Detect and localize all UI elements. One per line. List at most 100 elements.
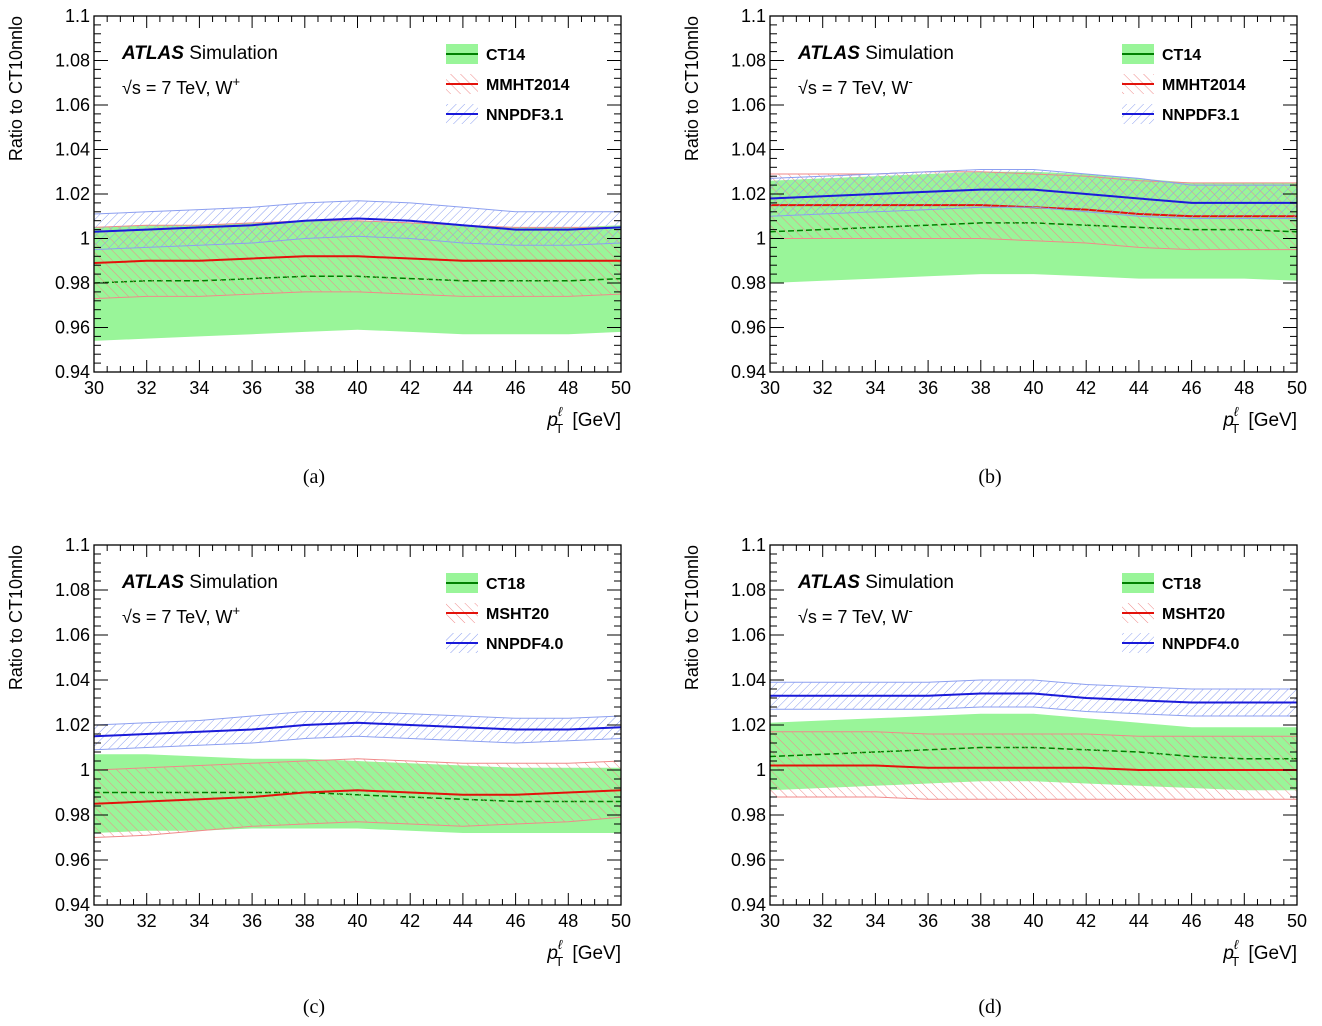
y-axis-label: Ratio to CT10nnlo <box>6 545 26 690</box>
band-edge-lower-msht20 <box>94 816 621 838</box>
y-tick-label: 0.96 <box>55 318 90 338</box>
y-tick-label: 1.02 <box>55 715 90 735</box>
band-ct18 <box>94 754 621 833</box>
series-line-nnpdf4-0 <box>770 692 1297 704</box>
x-tick-label: 40 <box>347 378 367 398</box>
x-tick-label: 44 <box>453 378 473 398</box>
band-edge-lower-nnpdf3-1 <box>770 206 1297 219</box>
band-edge-upper-nnpdf4-0 <box>770 679 1297 690</box>
series-line-ct14 <box>770 222 1297 233</box>
atlas-label: ATLAS Simulation <box>797 43 954 64</box>
x-tick-label: 38 <box>295 378 315 398</box>
legend-swatch <box>446 573 478 593</box>
y-tick-label: 0.96 <box>731 850 766 870</box>
x-tick-label: 34 <box>865 911 885 931</box>
band-edge-upper-nnpdf4-0 <box>94 711 621 726</box>
x-tick-label: 42 <box>1076 911 1096 931</box>
legend-label: CT14 <box>486 47 525 64</box>
x-tick-label: 32 <box>137 911 157 931</box>
y-tick-label: 1.06 <box>731 625 766 645</box>
band-ct14 <box>770 171 1297 283</box>
y-tick-label: 1 <box>756 760 766 780</box>
legend-swatch <box>1122 633 1154 653</box>
x-tick-label: 38 <box>971 378 991 398</box>
legend-label: CT18 <box>1162 576 1201 593</box>
band-msht20 <box>94 758 621 838</box>
x-tick-label: 34 <box>189 911 209 931</box>
legend-label: MMHT2014 <box>486 77 570 94</box>
band-edge-upper-nnpdf3-1 <box>770 169 1297 186</box>
plot-frame <box>769 544 1298 906</box>
x-tick-label: 30 <box>760 911 780 931</box>
x-tick-label: 48 <box>1234 378 1254 398</box>
legend-swatch <box>446 603 478 623</box>
x-tick-label: 36 <box>242 911 262 931</box>
y-tick-label: 1.06 <box>55 95 90 115</box>
x-tick-label: 40 <box>1023 911 1043 931</box>
x-tick-label: 42 <box>400 378 420 398</box>
x-tick-label: 44 <box>1129 378 1149 398</box>
x-tick-label: 38 <box>971 911 991 931</box>
x-tick-label: 44 <box>1129 911 1149 931</box>
y-tick-label: 1 <box>80 760 90 780</box>
x-axis-label: pℓ T [GeV] <box>546 404 621 436</box>
legend-swatch <box>1122 603 1154 623</box>
band-edge-lower-mmht2014 <box>770 238 1297 251</box>
y-tick-label: 1.04 <box>731 670 766 690</box>
y-tick-label: 1.1 <box>65 535 90 555</box>
x-tick-label: 30 <box>84 378 104 398</box>
y-tick-label: 1 <box>80 229 90 249</box>
band-edge-lower-nnpdf3-1 <box>94 235 621 251</box>
x-tick-label: 34 <box>865 378 885 398</box>
legend-swatch <box>1122 104 1154 124</box>
x-tick-label: 50 <box>611 378 631 398</box>
y-axis-label: Ratio to CT10nnlo <box>6 16 26 161</box>
series-line-nnpdf3-1 <box>770 188 1297 204</box>
y-tick-label: 0.98 <box>55 273 90 293</box>
series-line-nnpdf3-1 <box>94 217 621 233</box>
legend-label: NNPDF4.0 <box>486 636 563 653</box>
x-tick-label: 46 <box>506 911 526 931</box>
y-tick-label: 1.02 <box>731 715 766 735</box>
y-tick-label: 0.94 <box>55 895 90 915</box>
band-ct14 <box>94 220 621 341</box>
series-line-msht20 <box>94 789 621 805</box>
x-tick-label: 48 <box>558 378 578 398</box>
y-tick-label: 1.04 <box>55 140 90 160</box>
y-tick-label: 1.1 <box>65 6 90 26</box>
legend-swatch <box>1122 573 1154 593</box>
x-tick-label: 46 <box>1182 911 1202 931</box>
legend-label: MSHT20 <box>486 606 549 623</box>
series-line-nnpdf4-0 <box>94 721 621 738</box>
legend-label: MSHT20 <box>1162 606 1225 623</box>
x-tick-label: 46 <box>506 378 526 398</box>
y-tick-label: 0.94 <box>55 362 90 382</box>
x-tick-label: 30 <box>760 378 780 398</box>
x-tick-label: 36 <box>918 911 938 931</box>
x-tick-label: 32 <box>813 378 833 398</box>
plot-frame <box>93 544 622 906</box>
x-axis-label: pℓ T [GeV] <box>1222 937 1297 969</box>
y-tick-label: 0.96 <box>55 850 90 870</box>
x-tick-label: 32 <box>813 911 833 931</box>
y-tick-label: 0.94 <box>731 895 766 915</box>
energy-label: √s = 7 TeV, W+ <box>122 603 240 627</box>
series-line-ct18 <box>770 746 1297 760</box>
series-line-mmht2014 <box>94 255 621 264</box>
band-ct18 <box>770 713 1297 791</box>
x-tick-label: 34 <box>189 378 209 398</box>
y-tick-label: 0.96 <box>731 318 766 338</box>
band-nnpdf3-1 <box>94 200 621 250</box>
band-mmht2014 <box>770 171 1297 250</box>
y-tick-label: 0.98 <box>731 273 766 293</box>
y-tick-label: 1.02 <box>55 184 90 204</box>
panel-caption: (c) <box>302 996 326 1018</box>
x-tick-label: 36 <box>918 378 938 398</box>
series-line-msht20 <box>770 764 1297 771</box>
energy-label: √s = 7 TeV, W+ <box>122 74 240 98</box>
plot-frame <box>769 15 1298 373</box>
